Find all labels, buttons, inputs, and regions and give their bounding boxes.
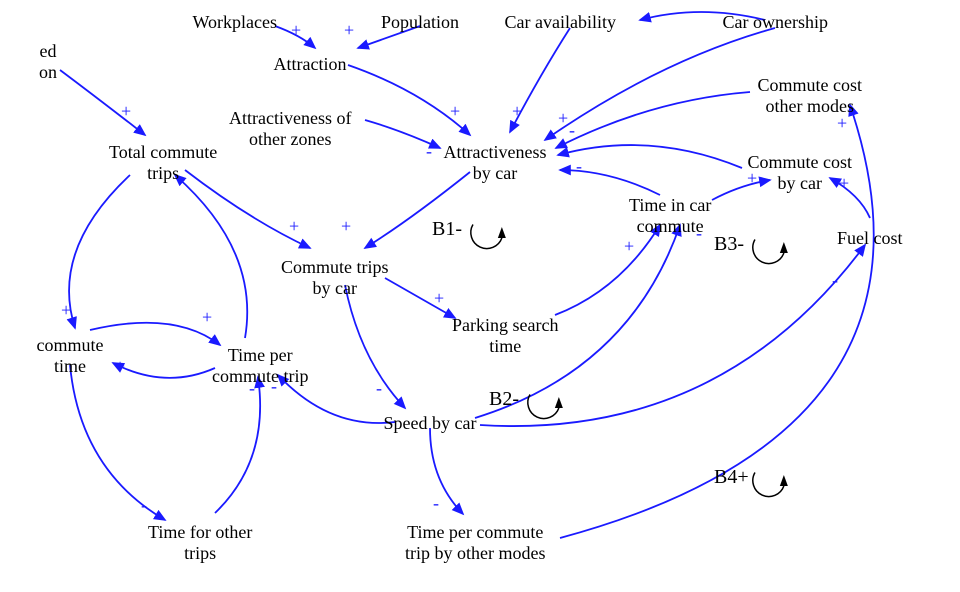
loop-indicator-head [498,227,506,238]
causal-arrow [545,28,775,140]
causal-arrow [830,178,870,218]
causal-arrow [712,180,770,200]
causal-arrow [278,375,395,423]
causal-arrow [348,65,470,135]
causal-arrow [185,170,310,248]
causal-arrow [560,105,874,538]
causal-arrow [60,70,145,135]
causal-arrow [560,170,660,195]
causal-arrow [69,175,130,328]
causal-arrow [215,377,260,513]
causal-arrow [640,12,765,20]
causal-arrow [365,172,470,248]
causal-arrow [510,28,570,132]
loop-indicator-head [780,475,788,486]
loop-indicator-head [780,242,788,253]
causal-arrow [365,120,440,148]
loop-indicator-B4 [753,473,784,497]
causal-arrow [70,365,165,520]
loop-indicator-B1 [471,225,502,249]
causal-arrow [475,225,680,418]
loop-indicator-B2 [528,395,559,419]
causal-arrow [385,278,455,318]
causal-arrow [430,428,463,514]
causal-arrow [556,92,750,148]
causal-arrow [358,26,420,48]
causal-arrow [90,323,220,345]
loop-indicator-B3 [753,240,784,264]
causal-arrow [275,26,315,48]
causal-loop-canvas [0,0,960,592]
causal-arrow [555,225,660,315]
causal-arrow [480,245,865,426]
causal-arrow [345,285,405,408]
causal-arrow [113,363,215,378]
loop-indicator-head [555,397,563,408]
causal-arrow [558,145,742,168]
causal-arrow [175,175,247,338]
